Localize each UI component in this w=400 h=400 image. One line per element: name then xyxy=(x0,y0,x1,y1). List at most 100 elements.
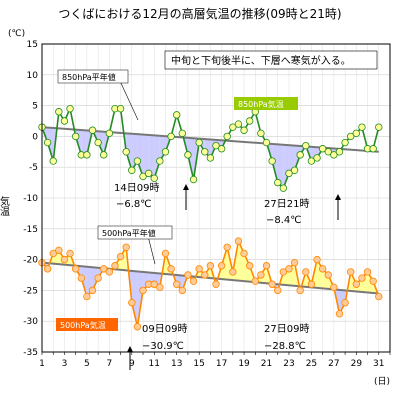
normal500-label-box xyxy=(97,225,173,240)
data-point-1 xyxy=(285,265,293,273)
data-point-1 xyxy=(352,280,361,288)
data-point-1 xyxy=(274,286,282,295)
data-point-0 xyxy=(161,148,170,156)
annotation-2-date: 27日21時 xyxy=(264,198,309,210)
data-point-1 xyxy=(313,255,321,264)
data-point-1 xyxy=(318,265,327,273)
data-point-1 xyxy=(156,283,164,292)
data-point-1 xyxy=(116,252,125,261)
data-point-1 xyxy=(335,310,344,318)
data-point-1 xyxy=(161,249,170,258)
deviation-fill-0 xyxy=(137,134,144,177)
data-point-1 xyxy=(330,283,338,292)
y-tick-label: 5 xyxy=(32,102,38,112)
deviation-fill-0 xyxy=(277,144,284,189)
data-point-1 xyxy=(49,249,57,258)
data-point-0 xyxy=(212,141,220,150)
data-point-0 xyxy=(173,111,181,119)
data-point-0 xyxy=(189,175,198,184)
y-tick-label: -35 xyxy=(23,348,38,358)
data-point-0 xyxy=(240,126,248,134)
data-point-1 xyxy=(178,286,187,295)
data-point-1 xyxy=(128,299,136,307)
data-point-0 xyxy=(156,157,164,165)
data-point-0 xyxy=(257,129,265,138)
data-point-0 xyxy=(206,154,215,162)
data-point-0 xyxy=(352,129,361,138)
y-tick-label: -15 xyxy=(23,225,38,235)
annotation-3-arrowhead xyxy=(127,346,133,352)
annotation-1-arrowhead xyxy=(183,184,189,190)
x-tick-label: 3 xyxy=(62,359,68,369)
x-tick-label: 25 xyxy=(306,359,317,369)
data-point-1 xyxy=(375,292,383,301)
data-point-0 xyxy=(83,151,91,159)
normal-line-1 xyxy=(41,261,379,295)
y-tick-label: -5 xyxy=(29,163,38,173)
y-unit-label: (℃) xyxy=(8,29,25,39)
data-point-1 xyxy=(223,243,231,251)
data-point-0 xyxy=(262,138,271,147)
data-point-1 xyxy=(133,323,142,331)
data-point-1 xyxy=(88,286,97,295)
data-point-1 xyxy=(212,280,220,288)
data-point-1 xyxy=(66,249,74,258)
data-point-1 xyxy=(363,268,372,276)
data-point-0 xyxy=(285,169,293,178)
series850-tag xyxy=(234,97,298,110)
deviation-fill-0 xyxy=(288,145,295,174)
data-point-1 xyxy=(43,265,52,273)
data-point-1 xyxy=(122,243,130,251)
y-axis-label: 気温 xyxy=(0,195,10,216)
data-point-1 xyxy=(173,280,181,288)
data-point-1 xyxy=(257,271,265,279)
deviation-fill-0 xyxy=(148,134,155,179)
data-point-1 xyxy=(341,299,349,307)
data-point-0 xyxy=(133,157,142,165)
data-point-1 xyxy=(234,237,243,245)
y-tick-label: 15 xyxy=(27,40,38,50)
data-point-1 xyxy=(139,286,147,295)
x-tick-label: 21 xyxy=(261,359,272,369)
data-point-1 xyxy=(71,265,80,273)
data-point-0 xyxy=(178,129,187,138)
data-point-0 xyxy=(167,132,175,141)
series500-tag xyxy=(56,318,118,331)
x-tick-labels: 1 3 5 7 9 11 13 15 17 19 21 23 25 27 29 31 xyxy=(39,359,384,369)
data-point-1 xyxy=(347,268,355,276)
data-point-1 xyxy=(245,262,254,270)
data-point-1 xyxy=(290,258,299,267)
series850-tag-label: 850hPa気温 xyxy=(238,99,284,109)
data-point-0 xyxy=(105,129,114,138)
data-point-1 xyxy=(324,271,332,279)
data-point-1 xyxy=(100,265,108,273)
data-point-0 xyxy=(302,141,310,150)
data-point-0 xyxy=(279,184,288,192)
note-box xyxy=(164,50,378,70)
data-point-0 xyxy=(330,151,338,159)
data-point-0 xyxy=(313,154,321,162)
data-point-1 xyxy=(94,274,102,282)
data-point-0 xyxy=(369,145,377,153)
deviation-fill-0 xyxy=(159,135,166,162)
data-point-0 xyxy=(274,178,282,187)
chart-title: つくばにおける12月の高層気温の推移(09時と21時) xyxy=(58,6,341,21)
x-tick-label: 11 xyxy=(149,359,160,369)
deviation-fill-1 xyxy=(143,271,149,291)
data-point-1 xyxy=(105,268,114,276)
y-tick-labels: 15 10 5 0 -5 -10 -15 -20 -25 -30 -35 xyxy=(23,40,38,358)
data-point-1 xyxy=(201,271,209,279)
data-point-1 xyxy=(251,277,259,285)
data-point-0 xyxy=(307,157,316,165)
x-tick-label: 9 xyxy=(129,359,135,369)
data-point-1 xyxy=(262,262,271,270)
deviation-fill-0 xyxy=(187,137,194,180)
x-tick-label: 1 xyxy=(39,359,45,369)
data-point-0 xyxy=(88,126,97,134)
normal500-label-leader xyxy=(147,235,156,265)
deviation-fill-0 xyxy=(143,134,149,177)
data-point-0 xyxy=(116,104,125,113)
data-point-1 xyxy=(167,265,175,273)
data-point-0 xyxy=(100,151,108,159)
data-point-1 xyxy=(358,274,366,282)
